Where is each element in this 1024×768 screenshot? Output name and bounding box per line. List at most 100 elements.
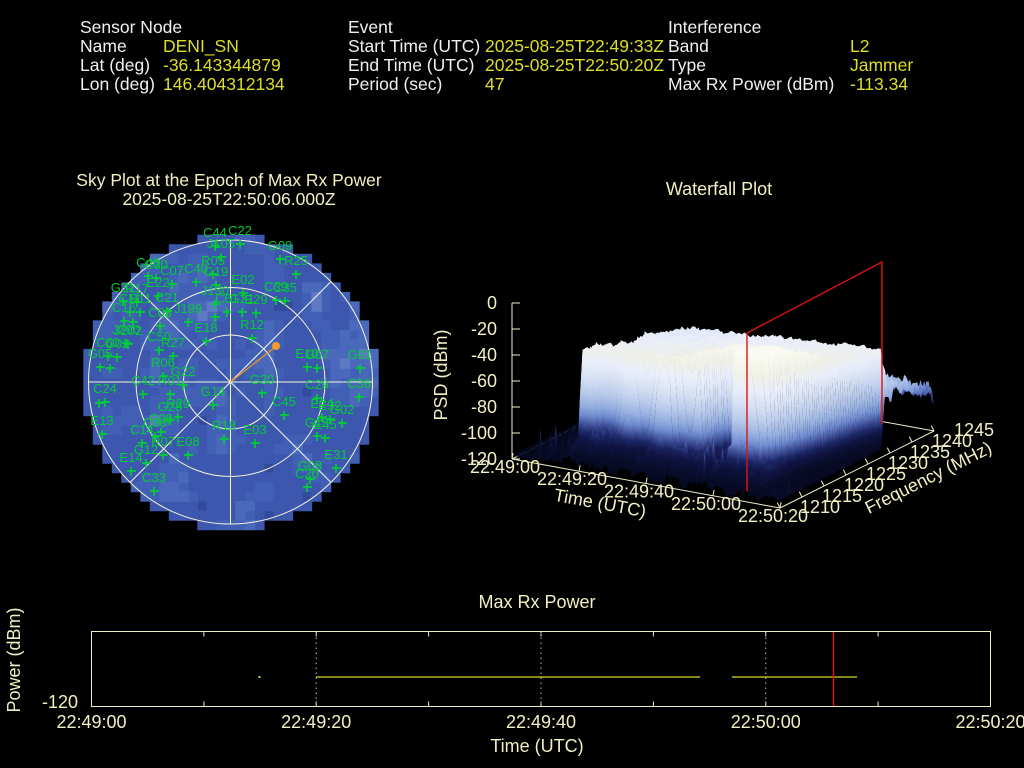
svg-text:1235: 1235 xyxy=(910,442,950,462)
svg-text:2025-08-25T22:49:33Z: 2025-08-25T22:49:33Z xyxy=(485,36,664,56)
svg-text:47: 47 xyxy=(485,74,504,94)
svg-text:C45: C45 xyxy=(272,394,296,409)
svg-text:G22: G22 xyxy=(171,364,196,379)
svg-text:1225: 1225 xyxy=(866,464,906,484)
svg-text:G02: G02 xyxy=(330,402,355,417)
svg-text:R18: R18 xyxy=(212,418,236,433)
svg-text:R27: R27 xyxy=(161,335,185,350)
svg-text:Type: Type xyxy=(668,55,706,75)
svg-text:Waterfall Plot: Waterfall Plot xyxy=(666,179,772,199)
svg-text:G21: G21 xyxy=(230,291,255,306)
svg-text:22:49:40: 22:49:40 xyxy=(604,482,674,502)
svg-text:G07: G07 xyxy=(305,347,330,362)
svg-text:22:49:40: 22:49:40 xyxy=(506,712,576,732)
svg-text:R07: R07 xyxy=(151,434,175,449)
svg-text:G30: G30 xyxy=(250,372,275,387)
svg-text:2025-08-25T22:50:06.000Z: 2025-08-25T22:50:06.000Z xyxy=(122,189,335,209)
svg-text:Sky Plot at the Epoch of Max R: Sky Plot at the Epoch of Max Rx Power xyxy=(76,170,382,190)
svg-text:C39: C39 xyxy=(264,279,288,294)
svg-text:1240: 1240 xyxy=(932,431,972,451)
svg-text:R29: R29 xyxy=(166,396,190,411)
svg-text:1210: 1210 xyxy=(800,497,840,517)
svg-text:E14: E14 xyxy=(119,450,142,465)
svg-text:-60: -60 xyxy=(471,371,497,391)
svg-text:Sensor Node: Sensor Node xyxy=(80,17,182,37)
svg-text:Lon (deg): Lon (deg) xyxy=(80,74,155,94)
svg-text:Start Time (UTC): Start Time (UTC) xyxy=(348,36,480,56)
svg-text:C20: C20 xyxy=(295,466,319,481)
svg-text:R06: R06 xyxy=(151,355,175,370)
svg-text:22:49:00: 22:49:00 xyxy=(470,457,540,477)
svg-text:C44: C44 xyxy=(203,225,227,240)
svg-text:Band: Band xyxy=(668,36,709,56)
svg-text:-100: -100 xyxy=(461,423,497,443)
svg-text:R17: R17 xyxy=(125,281,149,296)
svg-text:Max Rx Power: Max Rx Power xyxy=(478,592,595,612)
svg-text:End Time (UTC): End Time (UTC) xyxy=(348,55,474,75)
svg-text:C21: C21 xyxy=(155,290,179,305)
svg-text:Jammer: Jammer xyxy=(850,55,913,75)
svg-text:1220: 1220 xyxy=(844,475,884,495)
svg-text:R25: R25 xyxy=(284,253,308,268)
svg-text:E08: E08 xyxy=(176,434,199,449)
svg-text:E10: E10 xyxy=(295,346,318,361)
svg-text:C36: C36 xyxy=(347,376,371,391)
svg-text:J105: J105 xyxy=(207,236,235,251)
svg-text:C14: C14 xyxy=(130,422,154,437)
svg-text:22:50:20: 22:50:20 xyxy=(955,712,1024,732)
svg-text:Max Rx Power (dBm): Max Rx Power (dBm) xyxy=(668,74,834,94)
svg-text:E31: E31 xyxy=(324,447,347,462)
svg-text:22:50:00: 22:50:00 xyxy=(731,712,801,732)
svg-text:E03: E03 xyxy=(243,422,266,437)
svg-text:E02: E02 xyxy=(231,272,254,287)
svg-text:PSD (dBm): PSD (dBm) xyxy=(431,329,451,420)
svg-text:146.404312134: 146.404312134 xyxy=(163,74,285,94)
svg-text:E32: E32 xyxy=(318,398,341,413)
svg-text:-80: -80 xyxy=(471,397,497,417)
svg-text:C61: C61 xyxy=(215,291,239,306)
svg-text:C46: C46 xyxy=(136,255,160,270)
svg-text:G19: G19 xyxy=(204,264,229,279)
svg-text:C29: C29 xyxy=(305,377,329,392)
svg-text:G05: G05 xyxy=(88,346,113,361)
svg-text:22:49:20: 22:49:20 xyxy=(281,712,351,732)
svg-text:22:49:00: 22:49:00 xyxy=(56,712,126,732)
svg-text:2025-08-25T22:50:20Z: 2025-08-25T22:50:20Z xyxy=(485,55,664,75)
svg-text:C42: C42 xyxy=(131,373,155,388)
svg-text:-120: -120 xyxy=(42,692,78,712)
svg-text:E13: E13 xyxy=(90,413,113,428)
svg-text:C33: C33 xyxy=(142,470,166,485)
svg-text:J130: J130 xyxy=(201,283,229,298)
svg-text:C38: C38 xyxy=(143,415,167,430)
svg-text:-113.34: -113.34 xyxy=(850,74,908,94)
svg-text:Name: Name xyxy=(80,36,127,56)
svg-text:C40: C40 xyxy=(184,261,208,276)
svg-text:J202: J202 xyxy=(114,323,142,338)
svg-text:J199: J199 xyxy=(174,301,202,316)
svg-text:L2: L2 xyxy=(850,36,869,56)
svg-text:1245: 1245 xyxy=(954,420,994,440)
svg-text:-20: -20 xyxy=(471,319,497,339)
svg-text:G09: G09 xyxy=(268,238,293,253)
svg-text:G31: G31 xyxy=(111,280,136,295)
svg-text:-36.143344879: -36.143344879 xyxy=(163,55,281,75)
svg-text:G14: G14 xyxy=(201,384,226,399)
svg-text:R12: R12 xyxy=(240,317,264,332)
svg-text:G01: G01 xyxy=(348,347,373,362)
svg-text:22:50:00: 22:50:00 xyxy=(671,494,741,514)
svg-text:Power (dBm): Power (dBm) xyxy=(4,607,24,712)
svg-text:C50: C50 xyxy=(147,329,171,344)
svg-text:-40: -40 xyxy=(471,345,497,365)
svg-text:G12: G12 xyxy=(134,442,159,457)
svg-text:C07: C07 xyxy=(160,263,184,278)
svg-text:1230: 1230 xyxy=(888,453,928,473)
svg-text:1215: 1215 xyxy=(822,486,862,506)
svg-text:G02: G02 xyxy=(105,336,130,351)
svg-text:C03: C03 xyxy=(148,305,172,320)
svg-text:Interference: Interference xyxy=(668,17,761,37)
svg-text:E29: E29 xyxy=(244,292,267,307)
svg-text:G28: G28 xyxy=(158,399,183,414)
svg-text:C60: C60 xyxy=(96,335,120,350)
svg-text:22:49:20: 22:49:20 xyxy=(537,469,607,489)
svg-text:C30: C30 xyxy=(144,257,168,272)
